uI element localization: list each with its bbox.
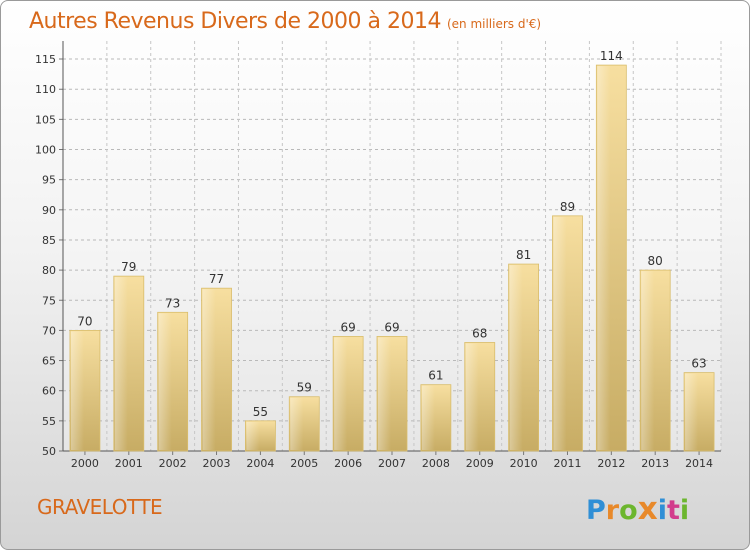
y-tick-label: 80 — [42, 264, 56, 277]
bar-value-label: 89 — [560, 200, 575, 214]
y-tick-label: 70 — [42, 324, 56, 337]
bar-highlight — [685, 373, 699, 450]
x-tick-label: 2014 — [685, 457, 713, 470]
bar-highlight — [509, 265, 523, 450]
bar-value-label: 63 — [691, 357, 706, 371]
bar-value-label: 59 — [297, 381, 312, 395]
y-tick-label: 75 — [42, 294, 56, 307]
bar-highlight — [421, 385, 435, 450]
y-tick-label: 85 — [42, 234, 56, 247]
y-tick-label: 115 — [35, 53, 56, 66]
bar-highlight — [378, 337, 391, 450]
x-tick-label: 2008 — [422, 457, 450, 470]
x-tick-label: 2013 — [641, 457, 669, 470]
y-tick-label: 110 — [35, 83, 56, 96]
bar-value-label: 79 — [121, 260, 136, 274]
logo-letter: x — [637, 491, 658, 527]
logo-letter: t — [666, 495, 680, 526]
x-tick-label: 2009 — [466, 457, 494, 470]
commune-name: GRAVELOTTE — [37, 495, 163, 519]
bar-value-label: 61 — [428, 369, 443, 383]
bar-highlight — [114, 277, 128, 450]
x-tick-label: 2011 — [553, 457, 581, 470]
bar-value-label: 69 — [384, 320, 399, 334]
bar-value-label: 73 — [165, 296, 180, 310]
logo-letter: P — [586, 495, 606, 526]
logo-letter: i — [679, 495, 690, 526]
logo-letter: o — [619, 495, 638, 526]
x-tick-label: 2002 — [159, 457, 187, 470]
chart-subtitle: (en milliers d'€) — [446, 17, 542, 31]
bar-highlight — [597, 66, 611, 451]
chart-title: Autres Revenus Divers de 2000 à 2014 (en … — [29, 9, 541, 34]
proxiti-logo[interactable]: Proxiti — [586, 491, 689, 527]
bar-value-label: 68 — [472, 326, 487, 340]
bar-highlight — [334, 337, 348, 450]
bar-highlight — [641, 271, 655, 450]
y-tick-label: 90 — [42, 204, 56, 217]
bar-highlight — [202, 289, 216, 450]
x-tick-label: 2007 — [378, 457, 406, 470]
bar-value-label: 80 — [648, 254, 663, 268]
x-tick-label: 2005 — [290, 457, 318, 470]
bar-value-label: 69 — [340, 320, 355, 334]
bar-highlight — [553, 216, 567, 450]
bar-value-label: 70 — [77, 314, 92, 328]
x-tick-label: 2003 — [203, 457, 231, 470]
bar-value-label: 114 — [600, 49, 623, 63]
x-tick-label: 2010 — [510, 457, 538, 470]
y-tick-label: 65 — [42, 355, 56, 368]
x-tick-label: 2000 — [71, 457, 99, 470]
logo-letter: i — [657, 495, 667, 526]
bar-highlight — [246, 421, 260, 450]
y-tick-label: 60 — [42, 385, 56, 398]
y-tick-label: 100 — [35, 144, 56, 157]
x-tick-label: 2012 — [597, 457, 625, 470]
y-tick-label: 95 — [42, 174, 56, 187]
y-tick-label: 50 — [42, 445, 56, 458]
bar-highlight — [158, 313, 172, 450]
chart-title-main: Autres Revenus Divers de 2000 à 2014 — [29, 9, 441, 34]
x-tick-label: 2006 — [334, 457, 362, 470]
bar-highlight — [465, 343, 479, 450]
x-tick-label: 2001 — [115, 457, 143, 470]
y-tick-label: 105 — [35, 113, 56, 126]
y-tick-label: 55 — [42, 415, 56, 428]
bar-value-label: 55 — [253, 405, 268, 419]
bar-value-label: 81 — [516, 248, 531, 262]
logo-letter: r — [605, 495, 620, 526]
bar-highlight — [70, 331, 84, 450]
x-tick-label: 2004 — [246, 457, 274, 470]
bar-value-label: 77 — [209, 272, 224, 286]
bar-highlight — [290, 397, 304, 450]
